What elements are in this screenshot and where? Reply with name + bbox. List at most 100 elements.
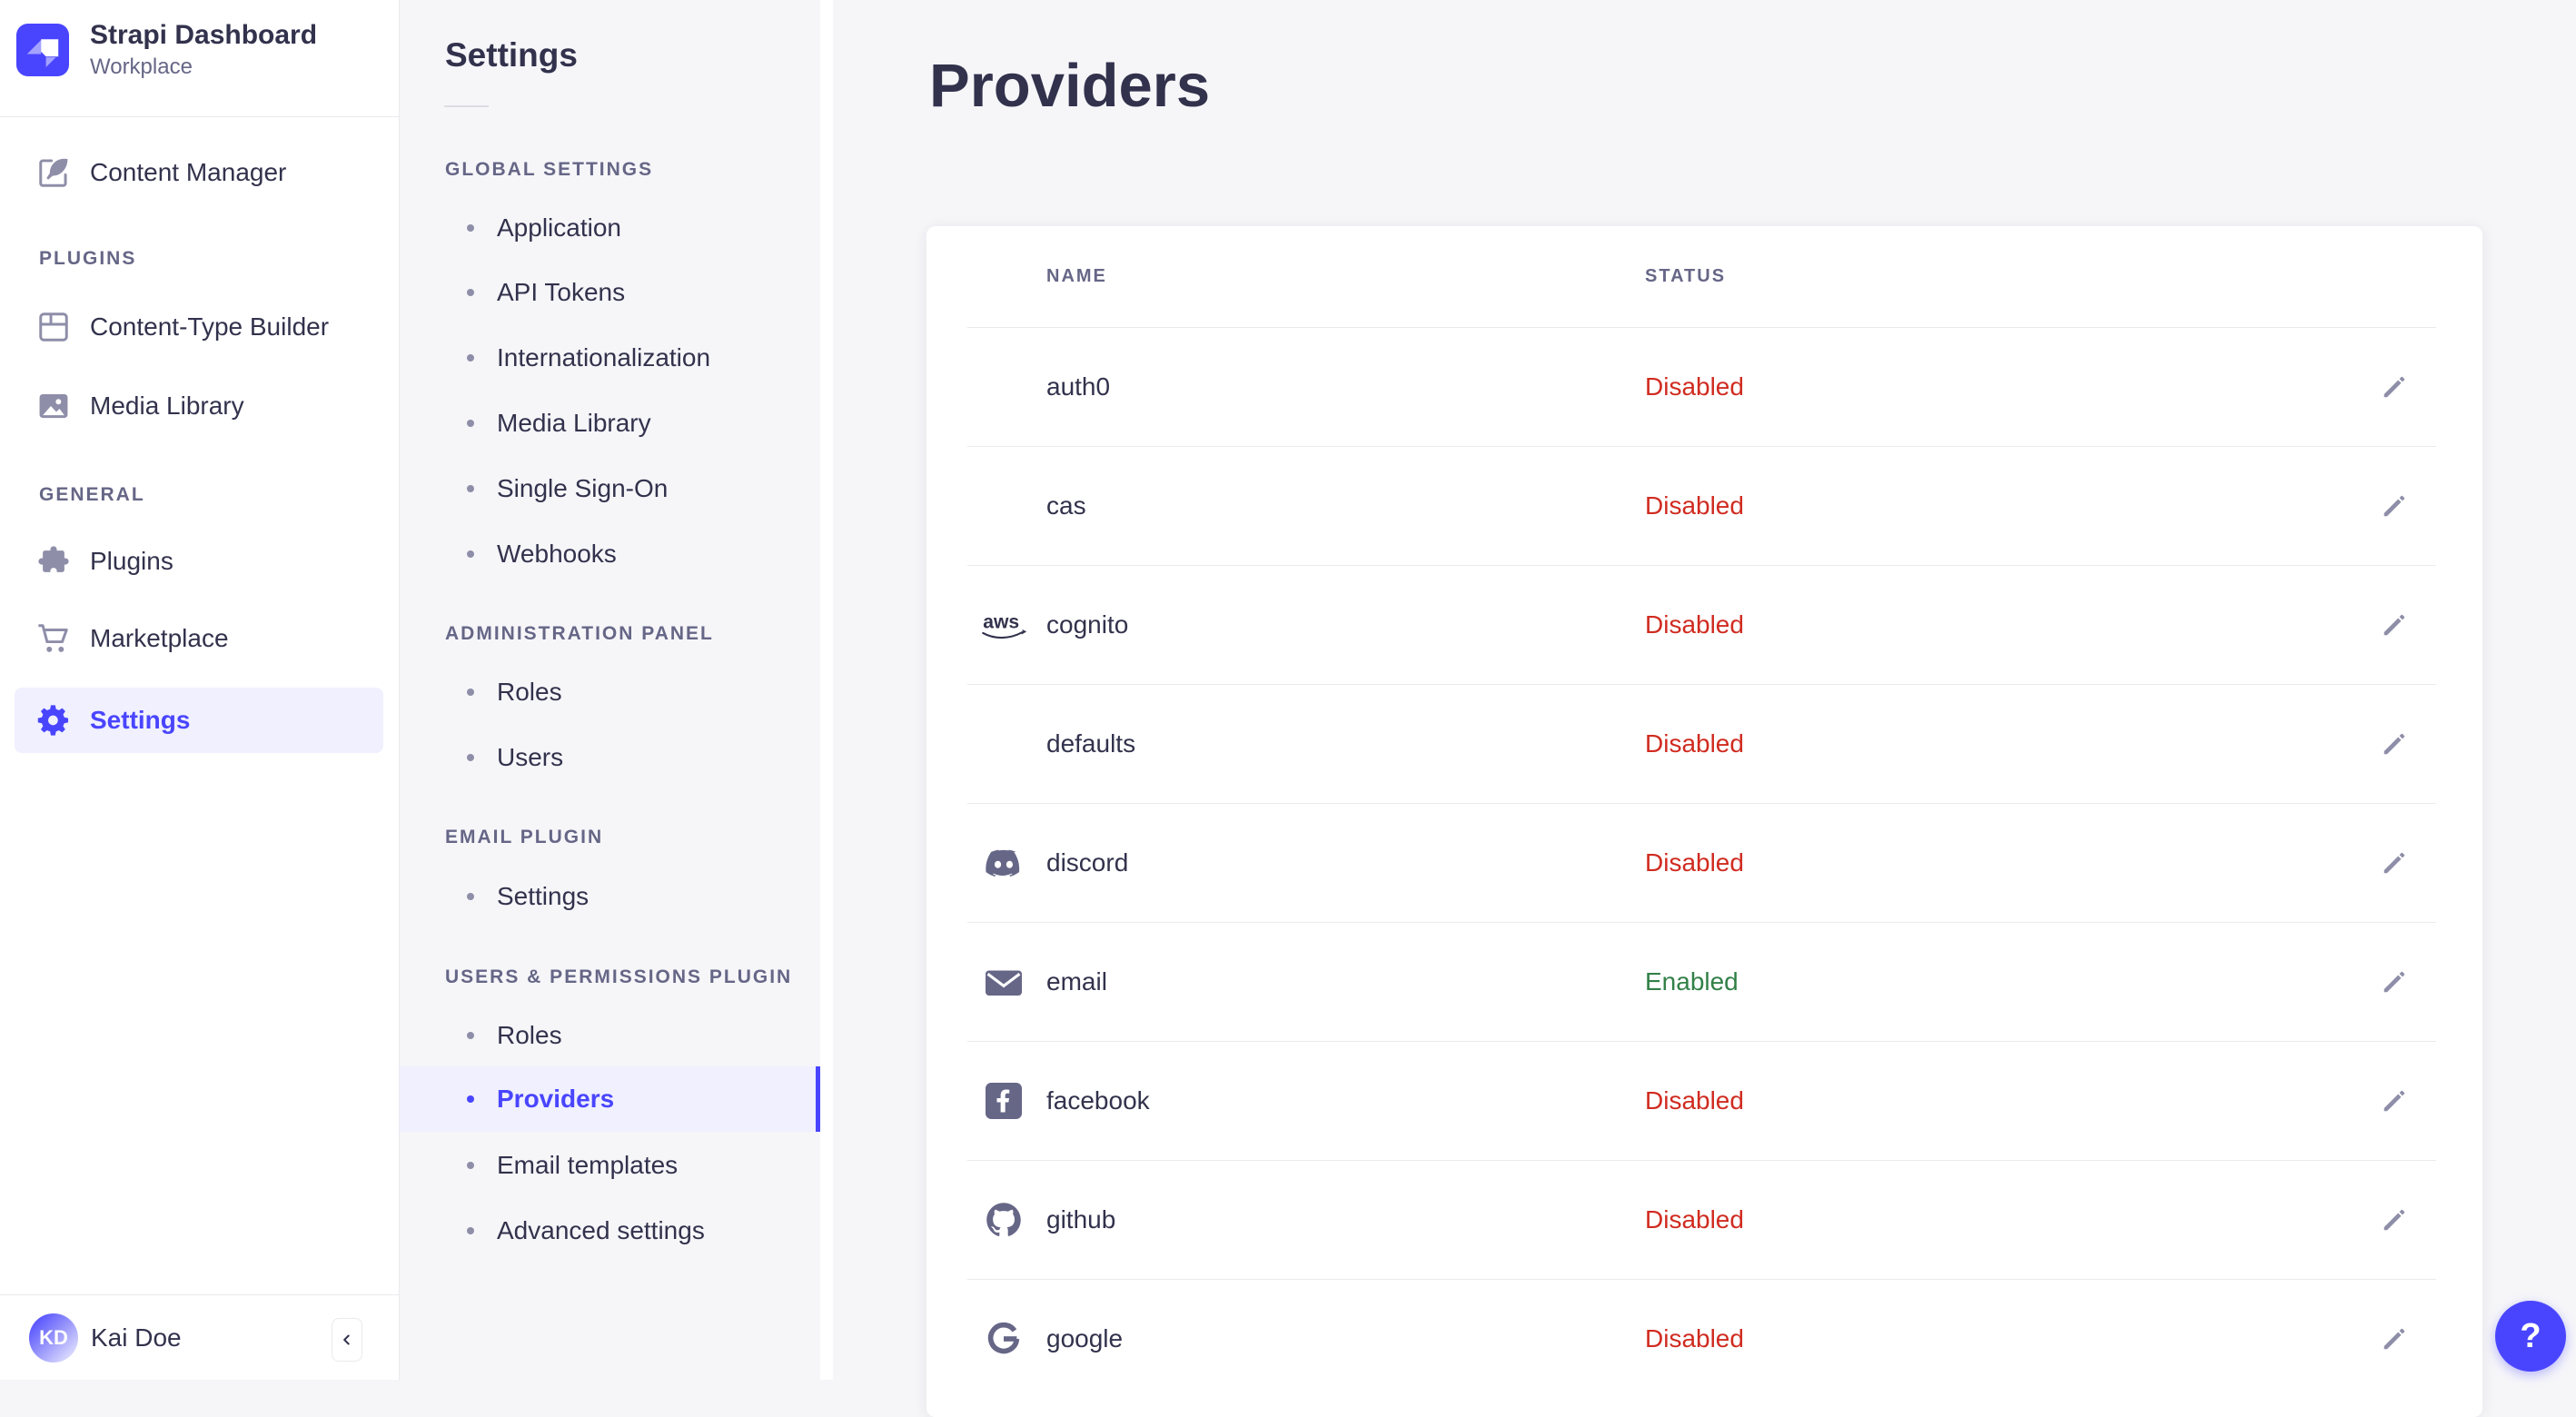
table-row-auth0[interactable]: auth0 Disabled bbox=[926, 327, 2482, 446]
provider-icon-slot bbox=[975, 684, 1033, 803]
pen-square-icon bbox=[39, 158, 68, 187]
status-badge: Enabled bbox=[1645, 966, 1739, 996]
edit-defaults-button[interactable] bbox=[2369, 718, 2420, 769]
user-name: Kai Doe bbox=[91, 1323, 182, 1352]
edit-email-button[interactable] bbox=[2369, 956, 2420, 1007]
provider-icon-slot: aws bbox=[975, 565, 1033, 684]
brand: Strapi Dashboard Workplace bbox=[16, 18, 317, 82]
settings-subnav: Settings GLOBAL SETTINGS Application API… bbox=[400, 0, 820, 1380]
status-badge: Disabled bbox=[1645, 847, 1744, 877]
edit-github-button[interactable] bbox=[2369, 1194, 2420, 1245]
subnav-section-administration-panel: ADMINISTRATION PANEL bbox=[445, 623, 714, 644]
subnav-item-providers[interactable]: Providers bbox=[400, 1066, 820, 1132]
pencil-icon bbox=[2383, 733, 2405, 755]
table-row-discord[interactable]: discord Disabled bbox=[926, 803, 2482, 922]
sidebar-item-label: Content-Type Builder bbox=[90, 312, 330, 341]
provider-icon-slot bbox=[975, 327, 1033, 446]
main-content: Providers NAME STATUS auth0 Disabled cas… bbox=[833, 0, 2576, 1417]
sidebar-divider bbox=[0, 1294, 400, 1295]
provider-icon-slot bbox=[975, 1041, 1033, 1160]
table-row-google[interactable]: google Disabled bbox=[926, 1279, 2482, 1398]
subnav-scroll-gutter bbox=[820, 0, 833, 1380]
sidebar-item-label: Content Manager bbox=[90, 158, 287, 186]
provider-icon-slot bbox=[975, 446, 1033, 565]
pencil-icon bbox=[2383, 376, 2405, 398]
table-row-github[interactable]: github Disabled bbox=[926, 1160, 2482, 1279]
layout-grid-icon bbox=[39, 312, 68, 342]
app-title: Strapi Dashboard bbox=[90, 20, 318, 50]
status-badge: Disabled bbox=[1645, 490, 1744, 520]
table-row-defaults[interactable]: defaults Disabled bbox=[926, 684, 2482, 803]
user-menu[interactable]: KD Kai Doe bbox=[0, 1295, 400, 1380]
main-sidebar: Strapi Dashboard Workplace Content Manag… bbox=[0, 0, 400, 1380]
chevron-left-icon bbox=[343, 1334, 350, 1345]
column-header-status: STATUS bbox=[1645, 266, 1727, 286]
envelope-icon bbox=[986, 970, 1022, 996]
pencil-icon bbox=[2383, 614, 2405, 636]
edit-cognito-button[interactable] bbox=[2369, 600, 2420, 650]
help-button[interactable]: ? bbox=[2495, 1301, 2566, 1372]
table-row-cognito[interactable]: aws cognito Disabled bbox=[926, 565, 2482, 684]
edit-google-button[interactable] bbox=[2369, 1313, 2420, 1364]
provider-icon-slot bbox=[975, 803, 1033, 922]
page-title: Providers bbox=[929, 52, 1211, 120]
sidebar-item-marketplace[interactable]: Marketplace bbox=[0, 606, 400, 671]
puzzle-icon bbox=[38, 546, 69, 572]
status-badge: Disabled bbox=[1645, 728, 1744, 758]
sidebar-item-content-type-builder[interactable]: Content-Type Builder bbox=[0, 294, 400, 360]
pencil-icon bbox=[2383, 1328, 2405, 1350]
subnav-section-users-permissions-plugin: USERS & PERMISSIONS PLUGIN bbox=[445, 966, 793, 987]
workspace-name: Workplace bbox=[90, 54, 193, 79]
github-icon bbox=[986, 1202, 1021, 1236]
sidebar-item-label: Media Library bbox=[90, 391, 244, 420]
table-row-cas[interactable]: cas Disabled bbox=[926, 446, 2482, 565]
sidebar-item-content-manager[interactable]: Content Manager bbox=[0, 140, 400, 205]
bullet-icon bbox=[467, 289, 474, 296]
google-icon bbox=[987, 1322, 1020, 1353]
subnav-item-internationalization[interactable]: Internationalization bbox=[400, 325, 820, 391]
subnav-item-up-roles[interactable]: Roles bbox=[400, 1003, 820, 1068]
sidebar-item-label: Marketplace bbox=[90, 624, 229, 652]
sidebar-divider bbox=[0, 116, 400, 117]
bullet-icon bbox=[467, 550, 474, 558]
subnav-item-admin-roles[interactable]: Roles bbox=[400, 659, 820, 725]
provider-icon-slot bbox=[975, 1160, 1033, 1279]
bullet-icon bbox=[467, 754, 474, 761]
collapse-sidebar-button[interactable] bbox=[332, 1318, 362, 1362]
edit-facebook-button[interactable] bbox=[2369, 1075, 2420, 1126]
sidebar-item-plugins[interactable]: Plugins bbox=[0, 529, 400, 594]
discord-icon bbox=[986, 849, 1020, 877]
subnav-item-email-settings[interactable]: Settings bbox=[400, 864, 820, 929]
table-row-facebook[interactable]: facebook Disabled bbox=[926, 1041, 2482, 1160]
edit-auth0-button[interactable] bbox=[2369, 362, 2420, 412]
subnav-item-media-library[interactable]: Media Library bbox=[400, 391, 820, 456]
subnav-item-advanced-settings[interactable]: Advanced settings bbox=[400, 1198, 820, 1263]
subnav-item-admin-users[interactable]: Users bbox=[400, 725, 820, 790]
strapi-logo-icon bbox=[16, 24, 69, 76]
column-header-name: NAME bbox=[1046, 266, 1107, 286]
subnav-item-application[interactable]: Application bbox=[400, 195, 820, 261]
avatar: KD bbox=[29, 1313, 78, 1362]
subnav-item-email-templates[interactable]: Email templates bbox=[400, 1133, 820, 1198]
bullet-icon bbox=[467, 893, 474, 900]
edit-cas-button[interactable] bbox=[2369, 481, 2420, 531]
table-row-email[interactable]: email Enabled bbox=[926, 922, 2482, 1041]
edit-discord-button[interactable] bbox=[2369, 837, 2420, 888]
shopping-cart-icon bbox=[38, 624, 68, 652]
bullet-icon bbox=[467, 1162, 474, 1169]
subnav-section-email-plugin: EMAIL PLUGIN bbox=[445, 827, 604, 847]
pencil-icon bbox=[2383, 971, 2405, 993]
subnav-item-single-sign-on[interactable]: Single Sign-On bbox=[400, 456, 820, 521]
provider-icon-slot bbox=[975, 922, 1033, 1041]
table-header: NAME STATUS bbox=[926, 226, 2482, 327]
sidebar-item-settings[interactable]: Settings bbox=[15, 688, 383, 753]
subnav-item-api-tokens[interactable]: API Tokens bbox=[400, 260, 820, 325]
subnav-item-webhooks[interactable]: Webhooks bbox=[400, 521, 820, 587]
pencil-icon bbox=[2383, 852, 2405, 874]
subnav-section-global-settings: GLOBAL SETTINGS bbox=[445, 159, 654, 180]
sidebar-item-media-library[interactable]: Media Library bbox=[0, 373, 400, 439]
status-badge: Disabled bbox=[1645, 1323, 1744, 1353]
bullet-icon bbox=[467, 1227, 474, 1234]
pencil-icon bbox=[2383, 495, 2405, 517]
sidebar-item-label: Plugins bbox=[90, 547, 173, 575]
